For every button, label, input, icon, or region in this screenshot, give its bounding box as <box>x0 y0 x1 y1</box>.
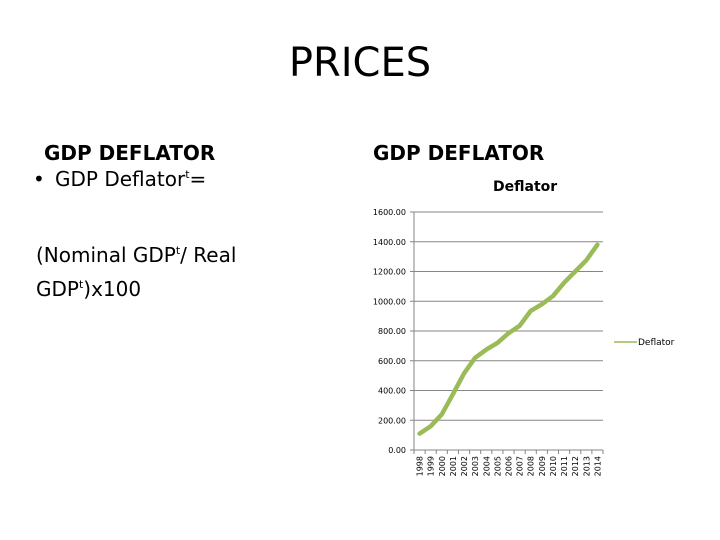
x-tick-label: 2014 <box>593 456 602 476</box>
bullet-line: • GDP Deflatort= <box>33 167 206 191</box>
x-tick-label: 2005 <box>493 456 502 476</box>
formula: (Nominal GDPt/ Real GDPt)x100 <box>36 236 236 304</box>
x-tick-label: 2000 <box>438 456 447 476</box>
y-tick-label: 200.00 <box>378 416 406 425</box>
x-tick-label: 2007 <box>516 456 525 476</box>
x-tick-label: 2013 <box>582 456 591 476</box>
x-tick-label: 2006 <box>505 456 514 476</box>
y-tick-label: 400.00 <box>378 387 406 396</box>
formula-sup: t <box>175 244 181 257</box>
y-tick-label: 1600.00 <box>373 208 406 217</box>
formula-part: )x100 <box>83 277 142 301</box>
x-tick-label: 1998 <box>416 456 425 476</box>
y-axis: 0.00 200.00 400.00 600.00 800.00 1000.00 1200.… <box>373 208 415 455</box>
left-heading: GDP DEFLATOR <box>44 141 216 165</box>
x-tick-label: 2012 <box>571 456 580 476</box>
bullet-suffix: = <box>189 167 207 191</box>
chart-title: Deflator <box>493 179 558 195</box>
x-tick-label: 2009 <box>538 456 547 476</box>
series-deflator <box>417 242 600 436</box>
formula-sup: t <box>78 278 84 291</box>
x-tick-label: 2002 <box>460 456 469 476</box>
bullet-icon: • <box>33 167 45 191</box>
x-tick-label: 2011 <box>560 456 569 476</box>
y-tick-label: 600.00 <box>378 357 406 366</box>
x-tick-label: 2010 <box>549 456 558 476</box>
x-tick-label: 2001 <box>449 456 458 476</box>
legend-label: Deflator <box>638 338 675 348</box>
x-tick-label: 1999 <box>427 456 436 476</box>
x-tick-label: 2004 <box>482 456 491 476</box>
y-tick-label: 1400.00 <box>373 238 406 247</box>
gridlines <box>414 211 603 421</box>
x-tick-label: 2003 <box>471 456 480 476</box>
formula-part: (Nominal GDP <box>36 243 176 267</box>
y-tick-label: 800.00 <box>378 327 406 336</box>
formula-part: / Real <box>180 243 237 267</box>
chart-heading: GDP DEFLATOR <box>373 141 545 165</box>
y-tick-label: 1200.00 <box>373 268 406 277</box>
x-axis: 1998 1999 2000 2001 2002 2003 2004 2005 2006 2007… <box>413 449 604 476</box>
y-tick-label: 1000.00 <box>373 297 406 306</box>
formula-part: GDP <box>36 277 79 301</box>
slide-title: PRICES <box>288 40 432 86</box>
bullet-text: GDP Deflator <box>55 167 186 191</box>
y-tick-label: 0.00 <box>388 446 406 455</box>
bullet-sup: t <box>185 168 190 181</box>
x-tick-label: 2008 <box>527 456 536 476</box>
legend: Deflator <box>614 338 675 348</box>
series-line <box>417 242 600 436</box>
